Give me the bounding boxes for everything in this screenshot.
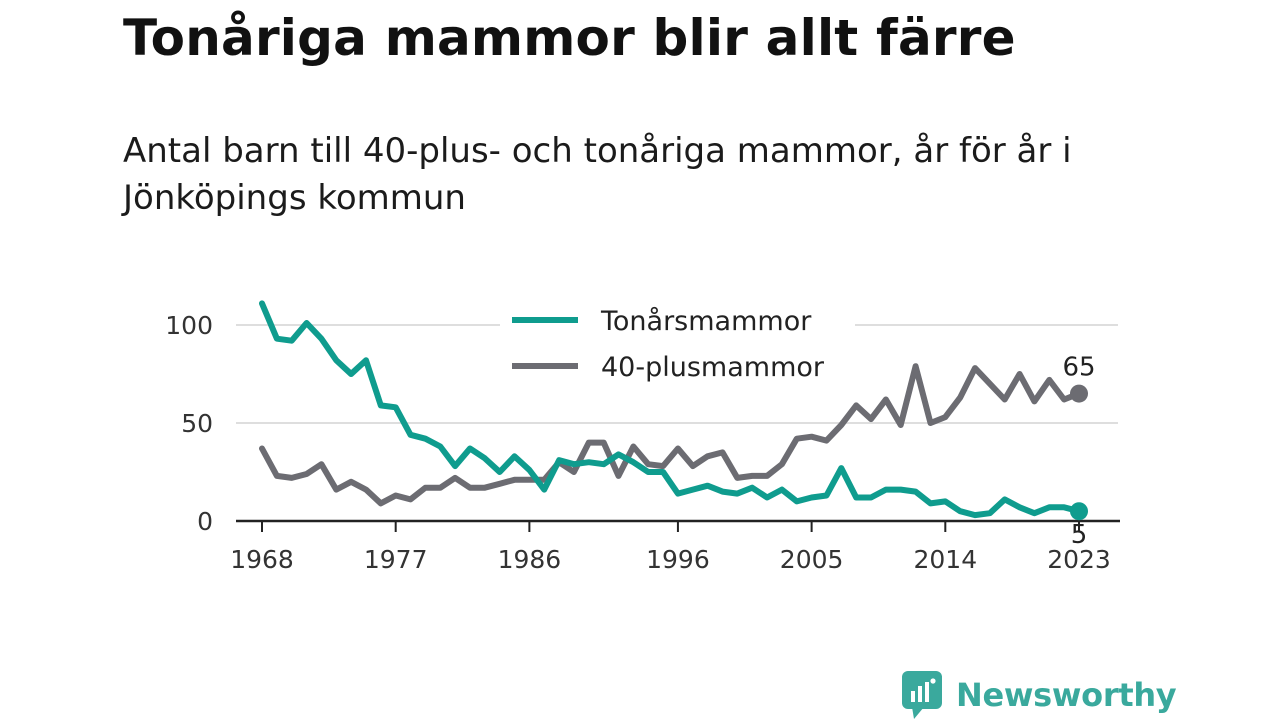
x-tick-label: 2023 bbox=[1047, 545, 1111, 574]
y-tick-label: 100 bbox=[165, 311, 213, 340]
x-tick-label: 2014 bbox=[913, 545, 977, 574]
brand-logo: Newsworthy bbox=[902, 671, 1177, 719]
legend-label: 40-plusmammor bbox=[601, 352, 825, 383]
y-tick-label: 50 bbox=[181, 409, 213, 438]
end-label-fortyplusmammor: 65 bbox=[1062, 353, 1095, 383]
axes: 0 50 100 1968 1977 1986 1996 2005 2014 2023 bbox=[165, 311, 1120, 574]
newsworthy-logo-icon bbox=[902, 671, 942, 719]
x-tick-label: 2005 bbox=[780, 545, 844, 574]
end-label-tonarsmammor: 5 bbox=[1071, 520, 1088, 550]
series-line-fortyplusmammor bbox=[259, 363, 1082, 507]
brand-name: Newsworthy bbox=[956, 676, 1177, 714]
x-tick-label: 1977 bbox=[364, 545, 428, 574]
series-lines: 65 5 bbox=[259, 300, 1096, 550]
series-line-tonarsmammor bbox=[259, 300, 1082, 519]
y-tick-label: 0 bbox=[197, 507, 213, 536]
legend-label: Tonårsmammor bbox=[600, 306, 812, 337]
end-marker-fortyplusmammor bbox=[1070, 384, 1088, 403]
page-title: Tonåriga mammor blir allt färre bbox=[123, 9, 1016, 67]
legend-background bbox=[500, 300, 855, 392]
x-tick-label: 1968 bbox=[230, 545, 294, 574]
x-tick-label: 1986 bbox=[498, 545, 562, 574]
page-subtitle: Antal barn till 40-plus- och tonåriga ma… bbox=[123, 131, 1072, 218]
x-tick-label: 1996 bbox=[646, 545, 710, 574]
end-marker-tonarsmammor bbox=[1070, 502, 1088, 521]
legend: Tonårsmammor 40-plusmammor bbox=[500, 300, 855, 392]
